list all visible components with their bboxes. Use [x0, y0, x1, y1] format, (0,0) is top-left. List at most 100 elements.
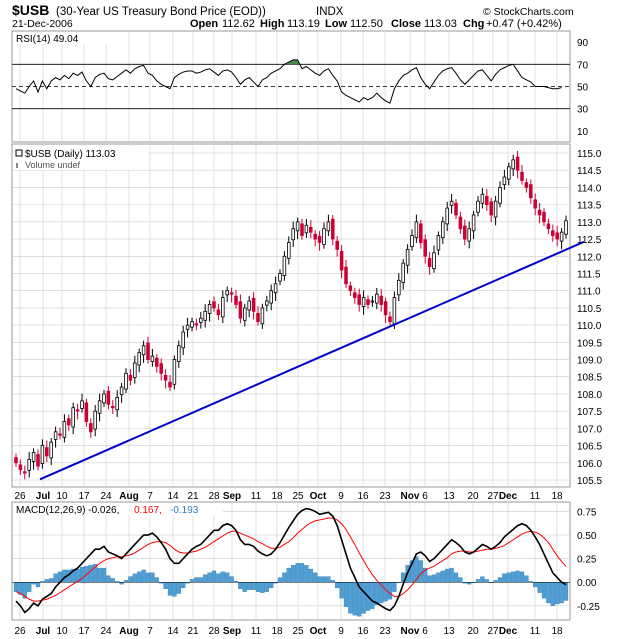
price-panel	[11, 143, 571, 488]
price-tick-label: 113.5	[577, 201, 602, 212]
macd-panel	[11, 501, 571, 621]
macd-x-tick-label: 11	[251, 626, 262, 637]
macd-histogram-bar	[189, 579, 195, 583]
price-x-tick-label: 7	[147, 491, 153, 502]
price-tick-label: 108.0	[577, 390, 602, 401]
macd-histogram-bar	[141, 569, 146, 583]
price-x-tick-label: 24	[100, 491, 112, 502]
price-x-tick-label: 17	[78, 491, 90, 502]
price-x-tick-label: 25	[292, 491, 304, 502]
candle-body	[410, 235, 414, 248]
macd-histogram-bar	[541, 582, 547, 599]
macd-histogram-bar	[145, 572, 151, 583]
macd-histogram-bar	[427, 575, 432, 583]
macd-histogram-bar	[445, 568, 450, 583]
candle-body	[256, 313, 260, 323]
macd-histogram-bar	[238, 582, 243, 589]
macd-x-tick-label: 20	[467, 626, 479, 637]
price-x-tick-label: 27	[487, 491, 499, 502]
candle-body	[75, 409, 80, 412]
macd-histogram-bar	[277, 577, 283, 583]
candle-body	[177, 345, 181, 362]
macd-histogram-bar	[229, 576, 234, 583]
candle-body	[124, 372, 128, 390]
open-label: Open	[190, 18, 218, 30]
macd-histogram-bar	[181, 582, 186, 589]
candle-body	[441, 221, 445, 239]
price-tick-label: 107.5	[577, 407, 602, 418]
candle-body	[27, 458, 31, 471]
macd-histogram-bar	[101, 567, 107, 583]
macd-tick-label: -0.25	[577, 602, 600, 613]
candle-body	[119, 386, 124, 396]
high-value: 113.19	[287, 18, 320, 30]
candle-body	[383, 301, 388, 316]
candle-body	[18, 464, 23, 471]
candle-body	[181, 331, 185, 349]
rsi-tick-label: 90	[577, 38, 589, 49]
chart-date: 21-Dec-2006	[12, 18, 73, 30]
candle-body	[397, 279, 401, 296]
macd-histogram-bar	[295, 563, 300, 583]
macd-histogram-bar	[497, 577, 503, 583]
price-label-bg	[13, 146, 148, 170]
price-tick-label: 115.0	[577, 149, 602, 160]
macd-histogram-bar	[339, 582, 344, 599]
macd-histogram-bar	[484, 579, 489, 583]
macd-histogram-bar	[154, 577, 159, 583]
macd-histogram-bar	[326, 576, 331, 583]
candle-body	[454, 202, 458, 216]
candle-body	[84, 402, 89, 422]
macd-histogram-bar	[431, 574, 437, 583]
price-x-tick-label: Sep	[223, 491, 241, 502]
macd-histogram-bar	[563, 582, 569, 601]
candle-body	[405, 248, 410, 266]
macd-histogram-bar	[203, 574, 208, 583]
rsi-tick-label: 50	[577, 83, 589, 94]
macd-x-tick-label: 6	[422, 626, 428, 637]
macd-histogram-bar	[304, 565, 309, 583]
price-tick-label: 114.0	[577, 183, 602, 194]
close-label: Close	[391, 18, 421, 30]
candle-body	[291, 228, 295, 241]
macd-histogram-bar	[506, 572, 511, 583]
macd-histogram-bar	[260, 582, 265, 593]
candle-body	[335, 240, 339, 250]
candle-body	[555, 232, 559, 240]
candle-body	[379, 295, 383, 305]
candle-body	[23, 471, 27, 474]
macd-histogram-bar	[207, 572, 212, 583]
macd-x-tick-label: 27	[487, 626, 499, 637]
candle-body	[480, 193, 485, 204]
candle-body	[115, 396, 119, 411]
macd-histogram-bar	[383, 582, 388, 602]
macd-histogram-bar	[480, 576, 485, 583]
price-x-tick-label: 6	[422, 491, 428, 502]
macd-signal-line	[15, 517, 567, 602]
macd-x-tick-label: 21	[187, 626, 199, 637]
candle-body	[432, 252, 436, 270]
price-x-tick-label: 11	[530, 491, 541, 502]
macd-x-tick-label: 16	[357, 626, 369, 637]
price-tick-label: 106.5	[577, 442, 602, 453]
volume-label: Volume undef	[25, 160, 81, 170]
macd-x-tick-label: Sep	[223, 626, 241, 637]
macd-histogram-bar	[343, 582, 349, 607]
candle-body	[564, 220, 568, 235]
symbol-description: (30-Year US Treasury Bond Price (EOD))	[56, 6, 266, 18]
macd-layer	[12, 507, 570, 617]
price-x-tick-label: 26	[14, 491, 26, 502]
macd-histogram-bar	[511, 571, 516, 583]
candle-body	[62, 421, 67, 438]
candle-body	[559, 231, 564, 242]
macd-label-main: MACD(12,26,9) -0.026,	[16, 505, 119, 516]
candle-body	[221, 297, 225, 318]
price-tick-label: 111.5	[577, 269, 601, 280]
macd-histogram-bar	[308, 568, 313, 583]
macd-histogram-bar	[458, 577, 463, 583]
price-tick-label: 108.5	[577, 373, 602, 384]
macd-histogram-bar	[387, 582, 393, 600]
macd-histogram-bar	[216, 573, 221, 583]
macd-histogram-bar	[88, 565, 93, 583]
